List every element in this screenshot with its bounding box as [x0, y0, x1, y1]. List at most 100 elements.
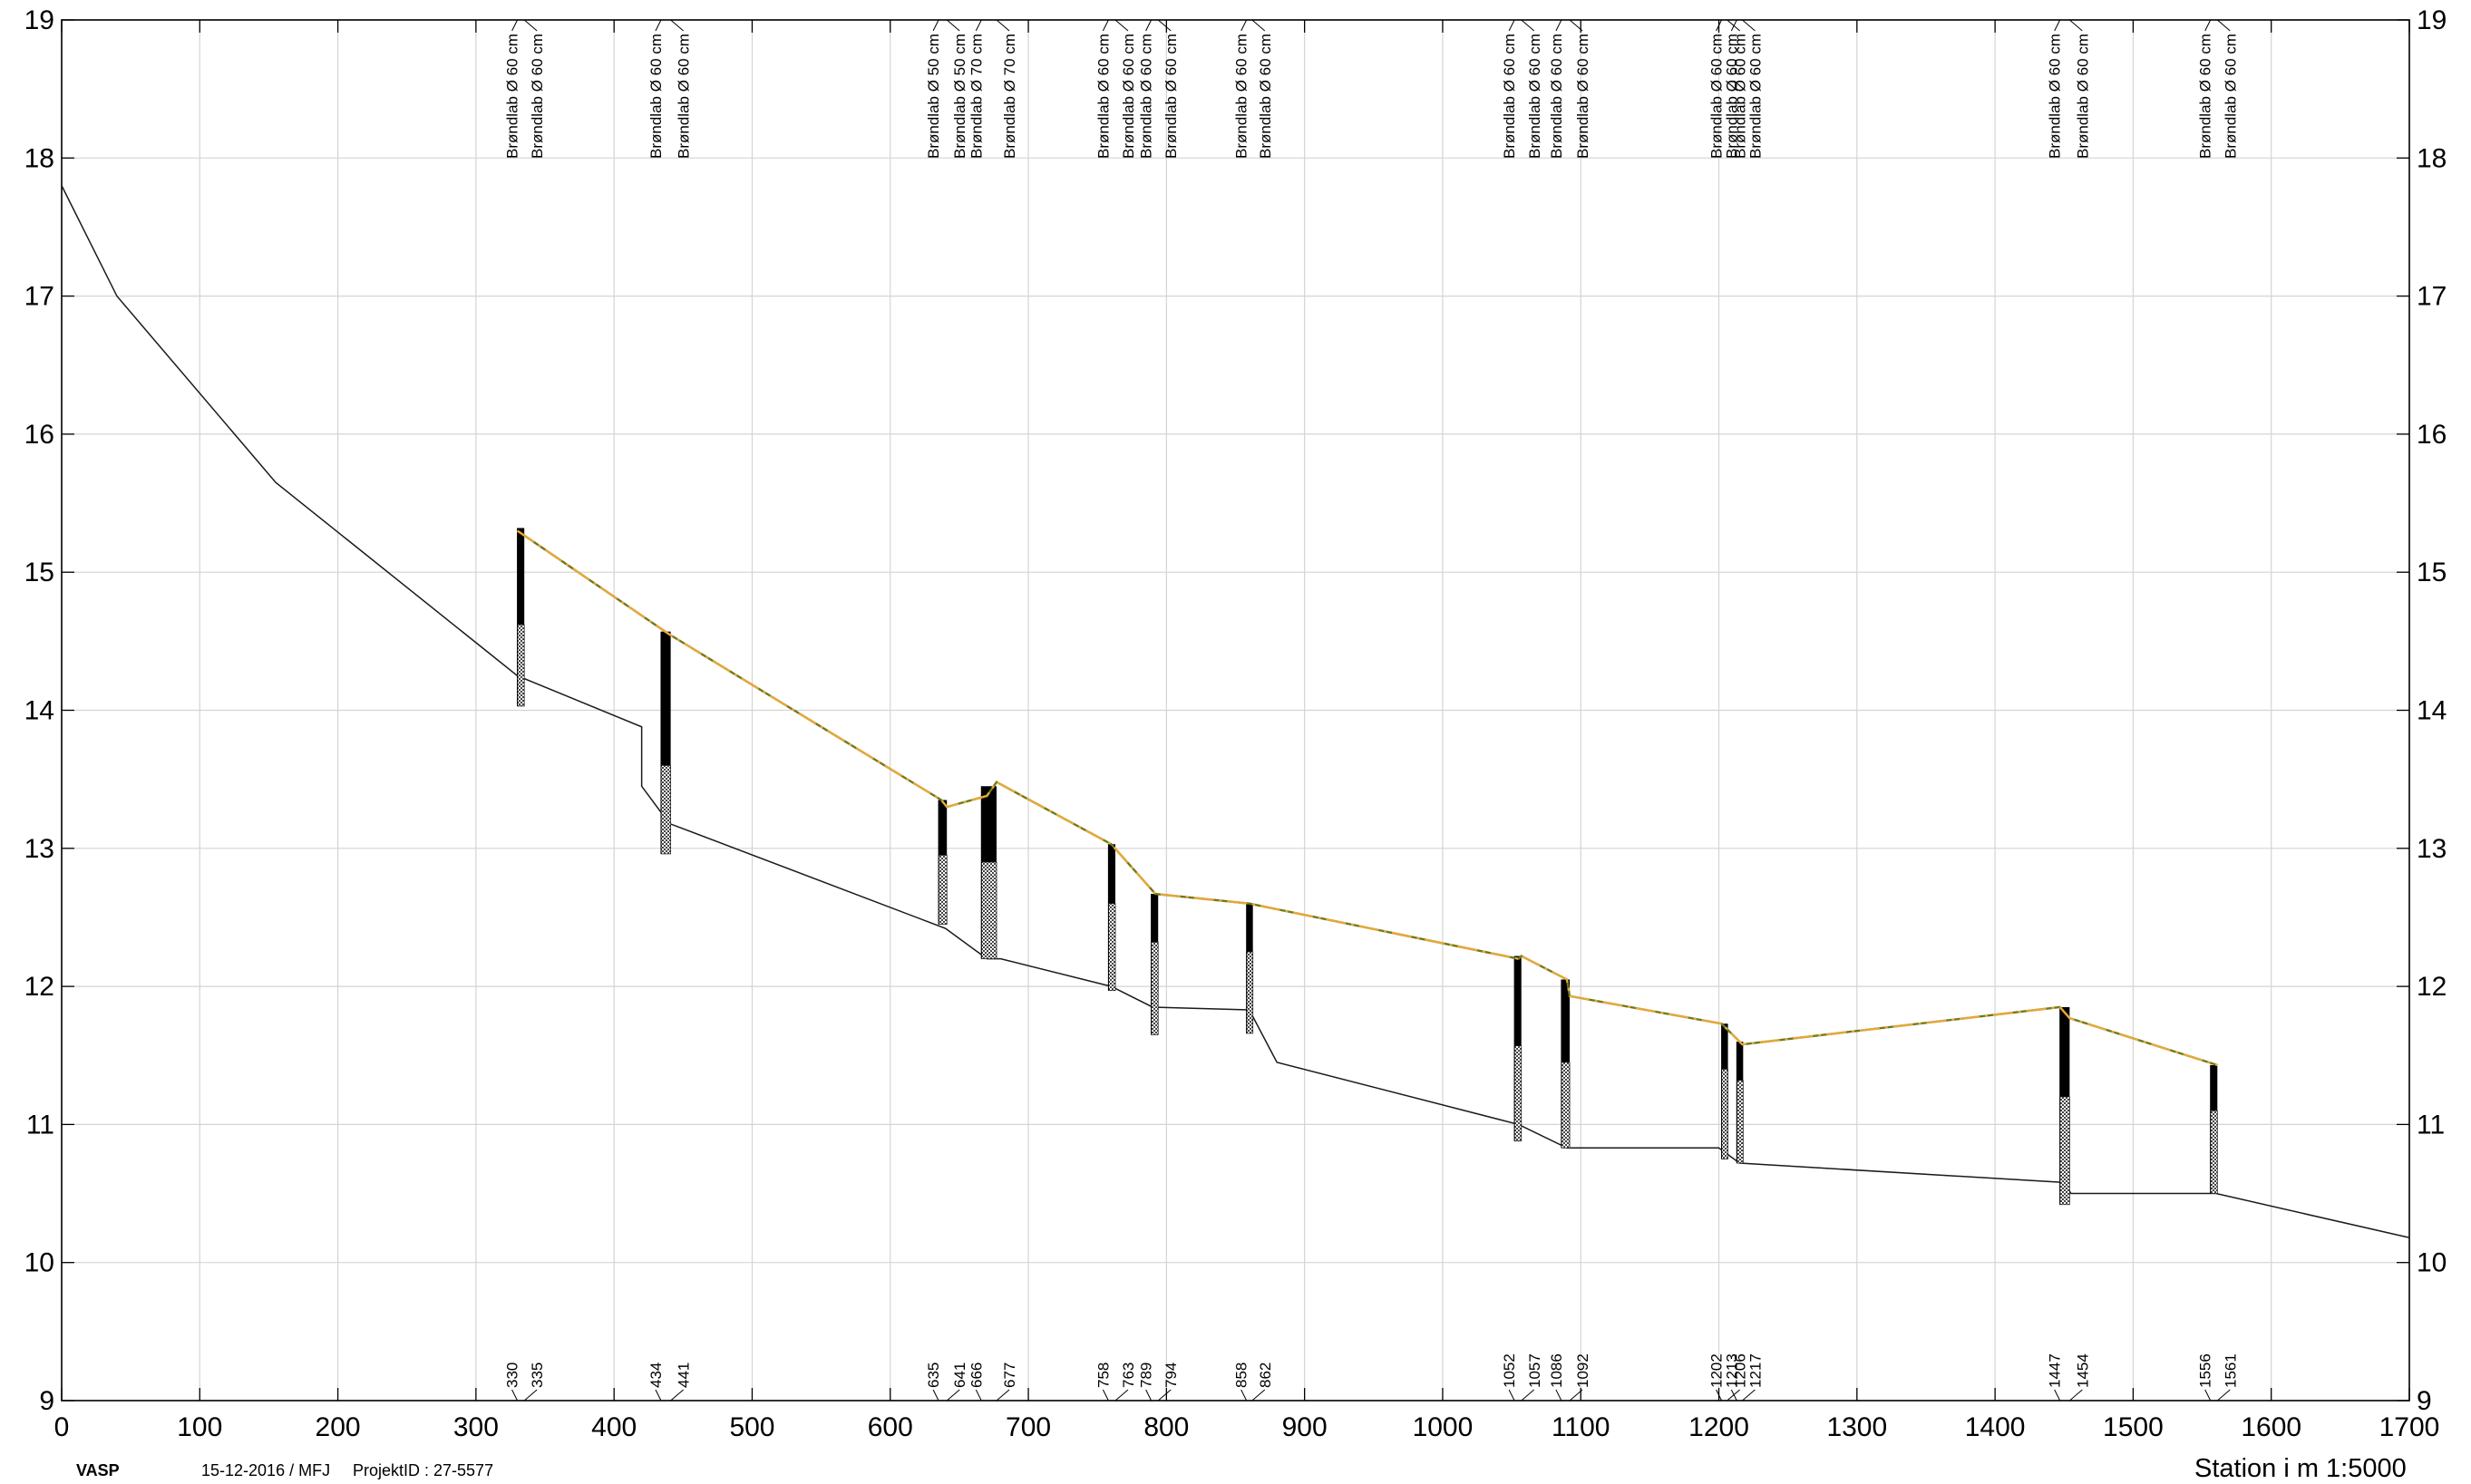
y-tick-label-right: 17: [2417, 282, 2447, 312]
x-tick-label: 100: [177, 1412, 222, 1442]
y-tick-label-right: 19: [2417, 5, 2447, 35]
well-upper: [1561, 979, 1571, 1062]
well-label: Brøndlab Ø 60 cm: [1501, 34, 1518, 159]
well-lower: [1246, 951, 1254, 1034]
station-label: 862: [1257, 1363, 1274, 1388]
well-label: Brøndlab Ø 50 cm: [951, 34, 968, 159]
app-name: VASP: [76, 1461, 120, 1479]
y-tick-label-left: 9: [39, 1386, 54, 1416]
station-leader: [1569, 1389, 1583, 1402]
label-leader: [670, 19, 684, 32]
x-axis-label: Station i m 1:5000: [2194, 1454, 2407, 1483]
x-tick-label: 600: [868, 1412, 913, 1442]
well-label: Brøndlab Ø 60 cm: [1257, 34, 1274, 159]
y-tick-label-left: 10: [24, 1248, 54, 1278]
station-label: 1206: [1732, 1353, 1749, 1388]
station-leader: [946, 1389, 960, 1402]
x-tick-label: 200: [316, 1412, 361, 1442]
station-leader: [2054, 1389, 2061, 1402]
x-tick-label: 1000: [1413, 1412, 1474, 1442]
well-upper: [2210, 1064, 2218, 1111]
station-leader: [2204, 1389, 2212, 1402]
label-leader: [1569, 19, 1583, 32]
station-label: 677: [1001, 1363, 1018, 1388]
date-author: 15-12-2016 / MFJ: [201, 1461, 331, 1479]
x-tick-label: 1700: [2379, 1412, 2440, 1442]
well-label: Brøndlab Ø 60 cm: [1746, 34, 1764, 159]
label-leader: [932, 19, 939, 32]
station-leader: [2069, 1389, 2083, 1402]
label-leader: [2054, 19, 2061, 32]
well-label: Brøndlab Ø 60 cm: [1732, 34, 1749, 159]
well-lower: [2210, 1110, 2218, 1194]
well-upper: [981, 786, 997, 863]
y-tick-label-left: 13: [24, 834, 54, 864]
y-tick-label-left: 12: [24, 972, 54, 1002]
y-tick-label-left: 17: [24, 282, 54, 312]
well-label: Brøndlab Ø 60 cm: [529, 34, 546, 159]
label-leader: [1102, 19, 1109, 32]
station-leader: [996, 1389, 1010, 1402]
station-label: 330: [504, 1363, 521, 1388]
label-leader: [1730, 19, 1737, 32]
well-lower: [1561, 1062, 1571, 1149]
well-label: Brøndlab Ø 70 cm: [1001, 34, 1018, 159]
y-tick-label-right: 12: [2417, 972, 2447, 1002]
label-leader: [1521, 19, 1535, 32]
well-lower: [2059, 1096, 2070, 1206]
label-leader: [523, 19, 538, 32]
station-label: 1217: [1746, 1353, 1764, 1388]
well-lower: [1107, 903, 1116, 992]
label-leader: [655, 19, 662, 32]
station-label: 635: [925, 1363, 942, 1388]
station-label: 1052: [1501, 1353, 1518, 1388]
well-label: Brøndlab Ø 60 cm: [2074, 34, 2091, 159]
station-label: 441: [676, 1363, 693, 1388]
well-lower: [1721, 1069, 1728, 1159]
well-label: Brøndlab Ø 60 cm: [2047, 34, 2064, 159]
y-tick-label-left: 16: [24, 420, 54, 450]
label-leader: [1157, 19, 1172, 32]
station-label: 1454: [2074, 1353, 2091, 1388]
well-lower: [1736, 1080, 1744, 1164]
label-leader: [996, 19, 1010, 32]
well-upper: [1721, 1023, 1728, 1070]
well-label: Brøndlab Ø 60 cm: [1574, 34, 1591, 159]
well-upper: [2059, 1006, 2070, 1097]
well-label: Brøndlab Ø 60 cm: [676, 34, 693, 159]
label-leader: [1555, 19, 1562, 32]
station-label: 1092: [1574, 1353, 1591, 1388]
well-label: Brøndlab Ø 60 cm: [504, 34, 521, 159]
well-label: Brøndlab Ø 50 cm: [925, 34, 942, 159]
station-leader: [1742, 1389, 1756, 1402]
station-leader: [1730, 1389, 1737, 1402]
well-label: Brøndlab Ø 60 cm: [1163, 34, 1180, 159]
station-label: 1556: [2197, 1353, 2214, 1388]
y-tick-label-right: 10: [2417, 1248, 2447, 1278]
pipe-line: [516, 529, 2218, 1067]
well-upper: [1108, 844, 1115, 904]
station-leader: [523, 1389, 538, 1402]
well-upper: [939, 800, 948, 856]
well-label: Brøndlab Ø 60 cm: [1138, 34, 1155, 159]
x-tick-label: 700: [1006, 1412, 1051, 1442]
station-leader: [932, 1389, 939, 1402]
x-tick-label: 1300: [1826, 1412, 1887, 1442]
label-leader: [975, 19, 982, 32]
label-leader: [1508, 19, 1515, 32]
label-leader: [1727, 19, 1740, 32]
well-lower: [1151, 941, 1159, 1035]
station-leader: [1102, 1389, 1109, 1402]
well-label: Brøndlab Ø 60 cm: [1723, 34, 1740, 159]
well-lower: [517, 624, 525, 707]
x-tick-label: 1500: [2103, 1412, 2164, 1442]
label-leader: [1145, 19, 1153, 32]
station-leader: [655, 1389, 662, 1402]
station-label: 858: [1233, 1363, 1250, 1388]
well-upper: [517, 528, 525, 626]
station-leader: [1555, 1389, 1562, 1402]
station-label: 434: [647, 1363, 665, 1388]
station-label: 1561: [2222, 1353, 2239, 1388]
label-leader: [2069, 19, 2083, 32]
